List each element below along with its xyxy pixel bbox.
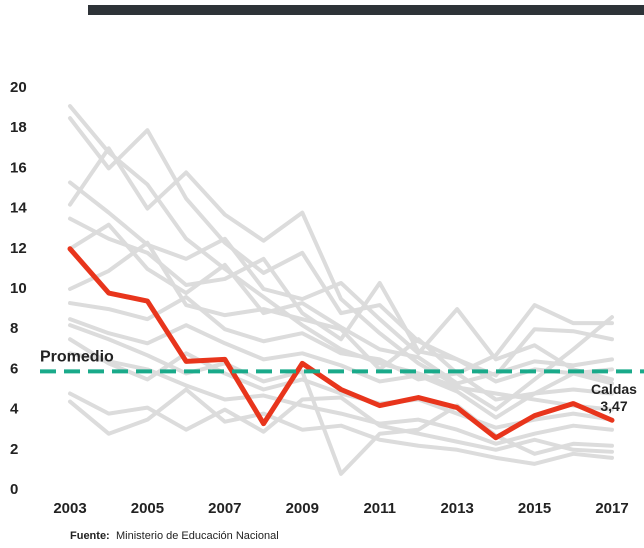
x-tick-label: 2017 [595,500,628,517]
y-tick-label: 20 [10,79,27,96]
series-line [68,391,614,454]
y-tick-label: 14 [10,200,27,217]
x-tick-label: 2005 [131,500,164,517]
x-tick-label: 2003 [53,500,86,517]
y-tick-label: 0 [10,481,18,498]
x-tick-label: 2011 [363,500,396,517]
highlight-line [67,246,615,441]
x-tick-label: 2015 [518,500,551,517]
series-line [68,146,614,412]
series-line [68,222,614,386]
y-tick-label: 4 [10,401,19,418]
y-tick-label: 18 [10,119,27,136]
x-tick-label: 2007 [208,500,241,517]
y-tick-label: 16 [10,159,27,176]
series-line [68,351,614,446]
series-line [68,295,614,382]
average-label: Promedio [40,349,114,366]
y-tick-label: 12 [10,240,27,257]
series-line [68,323,614,476]
source-text: Ministerio de Educación Nacional [116,530,279,542]
series-line [68,317,614,420]
y-tick-label: 8 [10,320,18,337]
source-label: Fuente: [70,530,110,542]
series-line [68,180,614,382]
value-label: 3,47 [600,398,627,414]
series-name: Caldas [591,381,637,397]
y-tick-label: 10 [10,280,27,297]
series-line [68,116,614,386]
y-tick-label: 6 [10,360,18,377]
series-line [68,387,614,466]
x-tick-label: 2013 [440,500,473,517]
y-tick-label: 2 [10,441,18,458]
x-tick-label: 2009 [286,500,319,517]
top-bar [88,5,644,15]
